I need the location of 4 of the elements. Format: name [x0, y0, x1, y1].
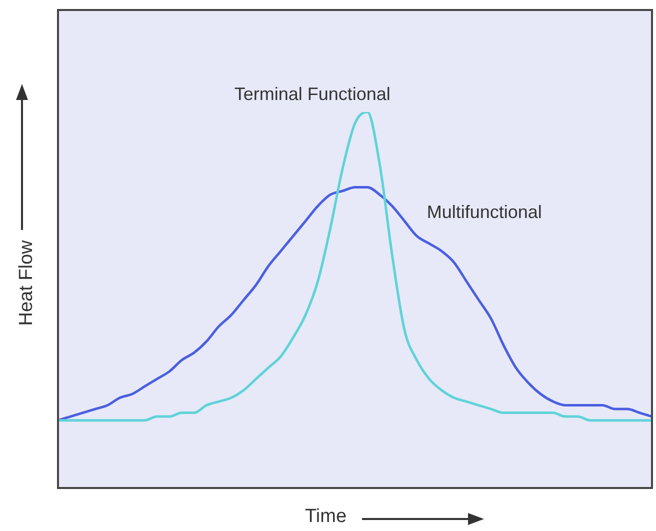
y-axis-title: Heat Flow: [16, 239, 38, 328]
series-label: Terminal Functional: [234, 84, 390, 104]
series-label: Multifunctional: [426, 202, 542, 222]
x-axis-title: Time: [305, 506, 347, 528]
